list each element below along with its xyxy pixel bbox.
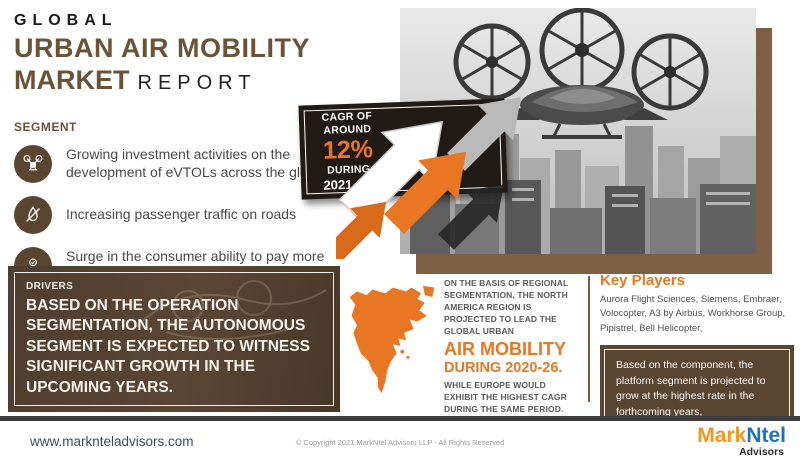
drone-sketch-icon: [135, 280, 327, 340]
segment-item-text: Increasing passenger traffic on roads: [66, 206, 297, 223]
drivers-heading: DRIVERS: [26, 281, 74, 292]
regional-section: ON THE BASIS OF REGIONAL SEGMENTATION, T…: [344, 270, 582, 414]
copyright-text: © Copyright 2021 MarkNtel Advisors LLP -…: [295, 438, 505, 447]
segment-section: SEGMENT Growing investment activities on…: [14, 120, 344, 285]
no-traffic-icon: [14, 196, 52, 234]
footer: www.marknteladvisors.com © Copyright 202…: [0, 421, 800, 460]
key-players-list: Aurora Flight Sciences, Siemens, Embraer…: [600, 294, 786, 334]
regional-highlight-1: AIR MOBILITY: [444, 339, 566, 360]
markntel-logo: MarkNtel Advisors: [697, 425, 786, 458]
north-america-map-icon: [344, 270, 440, 413]
page-title: URBAN AIR MOBILITY: [14, 33, 310, 63]
regional-outro: WHILE EUROPE WOULD EXHIBIT THE HIGHEST C…: [444, 380, 567, 415]
drivers-text: BASED ON THE OPERATION SEGMENTATION, THE…: [26, 297, 310, 396]
key-players-heading: Key Players: [600, 272, 686, 289]
logo-subtitle: Advisors: [739, 446, 784, 458]
cagr-badge: CAGR OF AROUND 12% DURING 2021-26.: [298, 98, 508, 200]
cagr-value: 12%: [322, 135, 374, 166]
title-market: MARKET: [14, 65, 130, 95]
title-report: REPORT: [137, 72, 257, 94]
vertical-divider: [588, 276, 590, 402]
title-global: GLOBAL: [14, 12, 118, 29]
list-item: Growing investment activities on the dev…: [14, 145, 344, 183]
drivers-panel: DRIVERS BASED ON THE OPERATION SEGMENTAT…: [8, 266, 340, 412]
website-link[interactable]: www.marknteladvisors.com: [30, 434, 194, 449]
logo-mark-text: Mark: [697, 424, 747, 447]
title-block: GLOBAL URBAN AIR MOBILITY MARKET REPORT: [14, 12, 310, 96]
key-players-section: Key Players Aurora Flight Sciences, Siem…: [600, 272, 794, 434]
cagr-line4: 2021-26.: [323, 175, 376, 193]
segment-item-text: Growing investment activities on the dev…: [66, 146, 324, 180]
segment-heading: SEGMENT: [14, 120, 77, 134]
list-item: Increasing passenger traffic on roads: [14, 196, 344, 234]
evtol-aircraft: [453, 8, 709, 139]
logo-ntel-text: Ntel: [746, 424, 786, 447]
regional-intro: ON THE BASIS OF REGIONAL SEGMENTATION, T…: [444, 278, 569, 336]
regional-highlight-2: DURING 2020-26.: [444, 360, 563, 377]
evtol-drone-icon: [14, 145, 52, 183]
footer-divider-bar: [0, 416, 800, 421]
component-note-text: Based on the component, the platform seg…: [616, 358, 766, 418]
